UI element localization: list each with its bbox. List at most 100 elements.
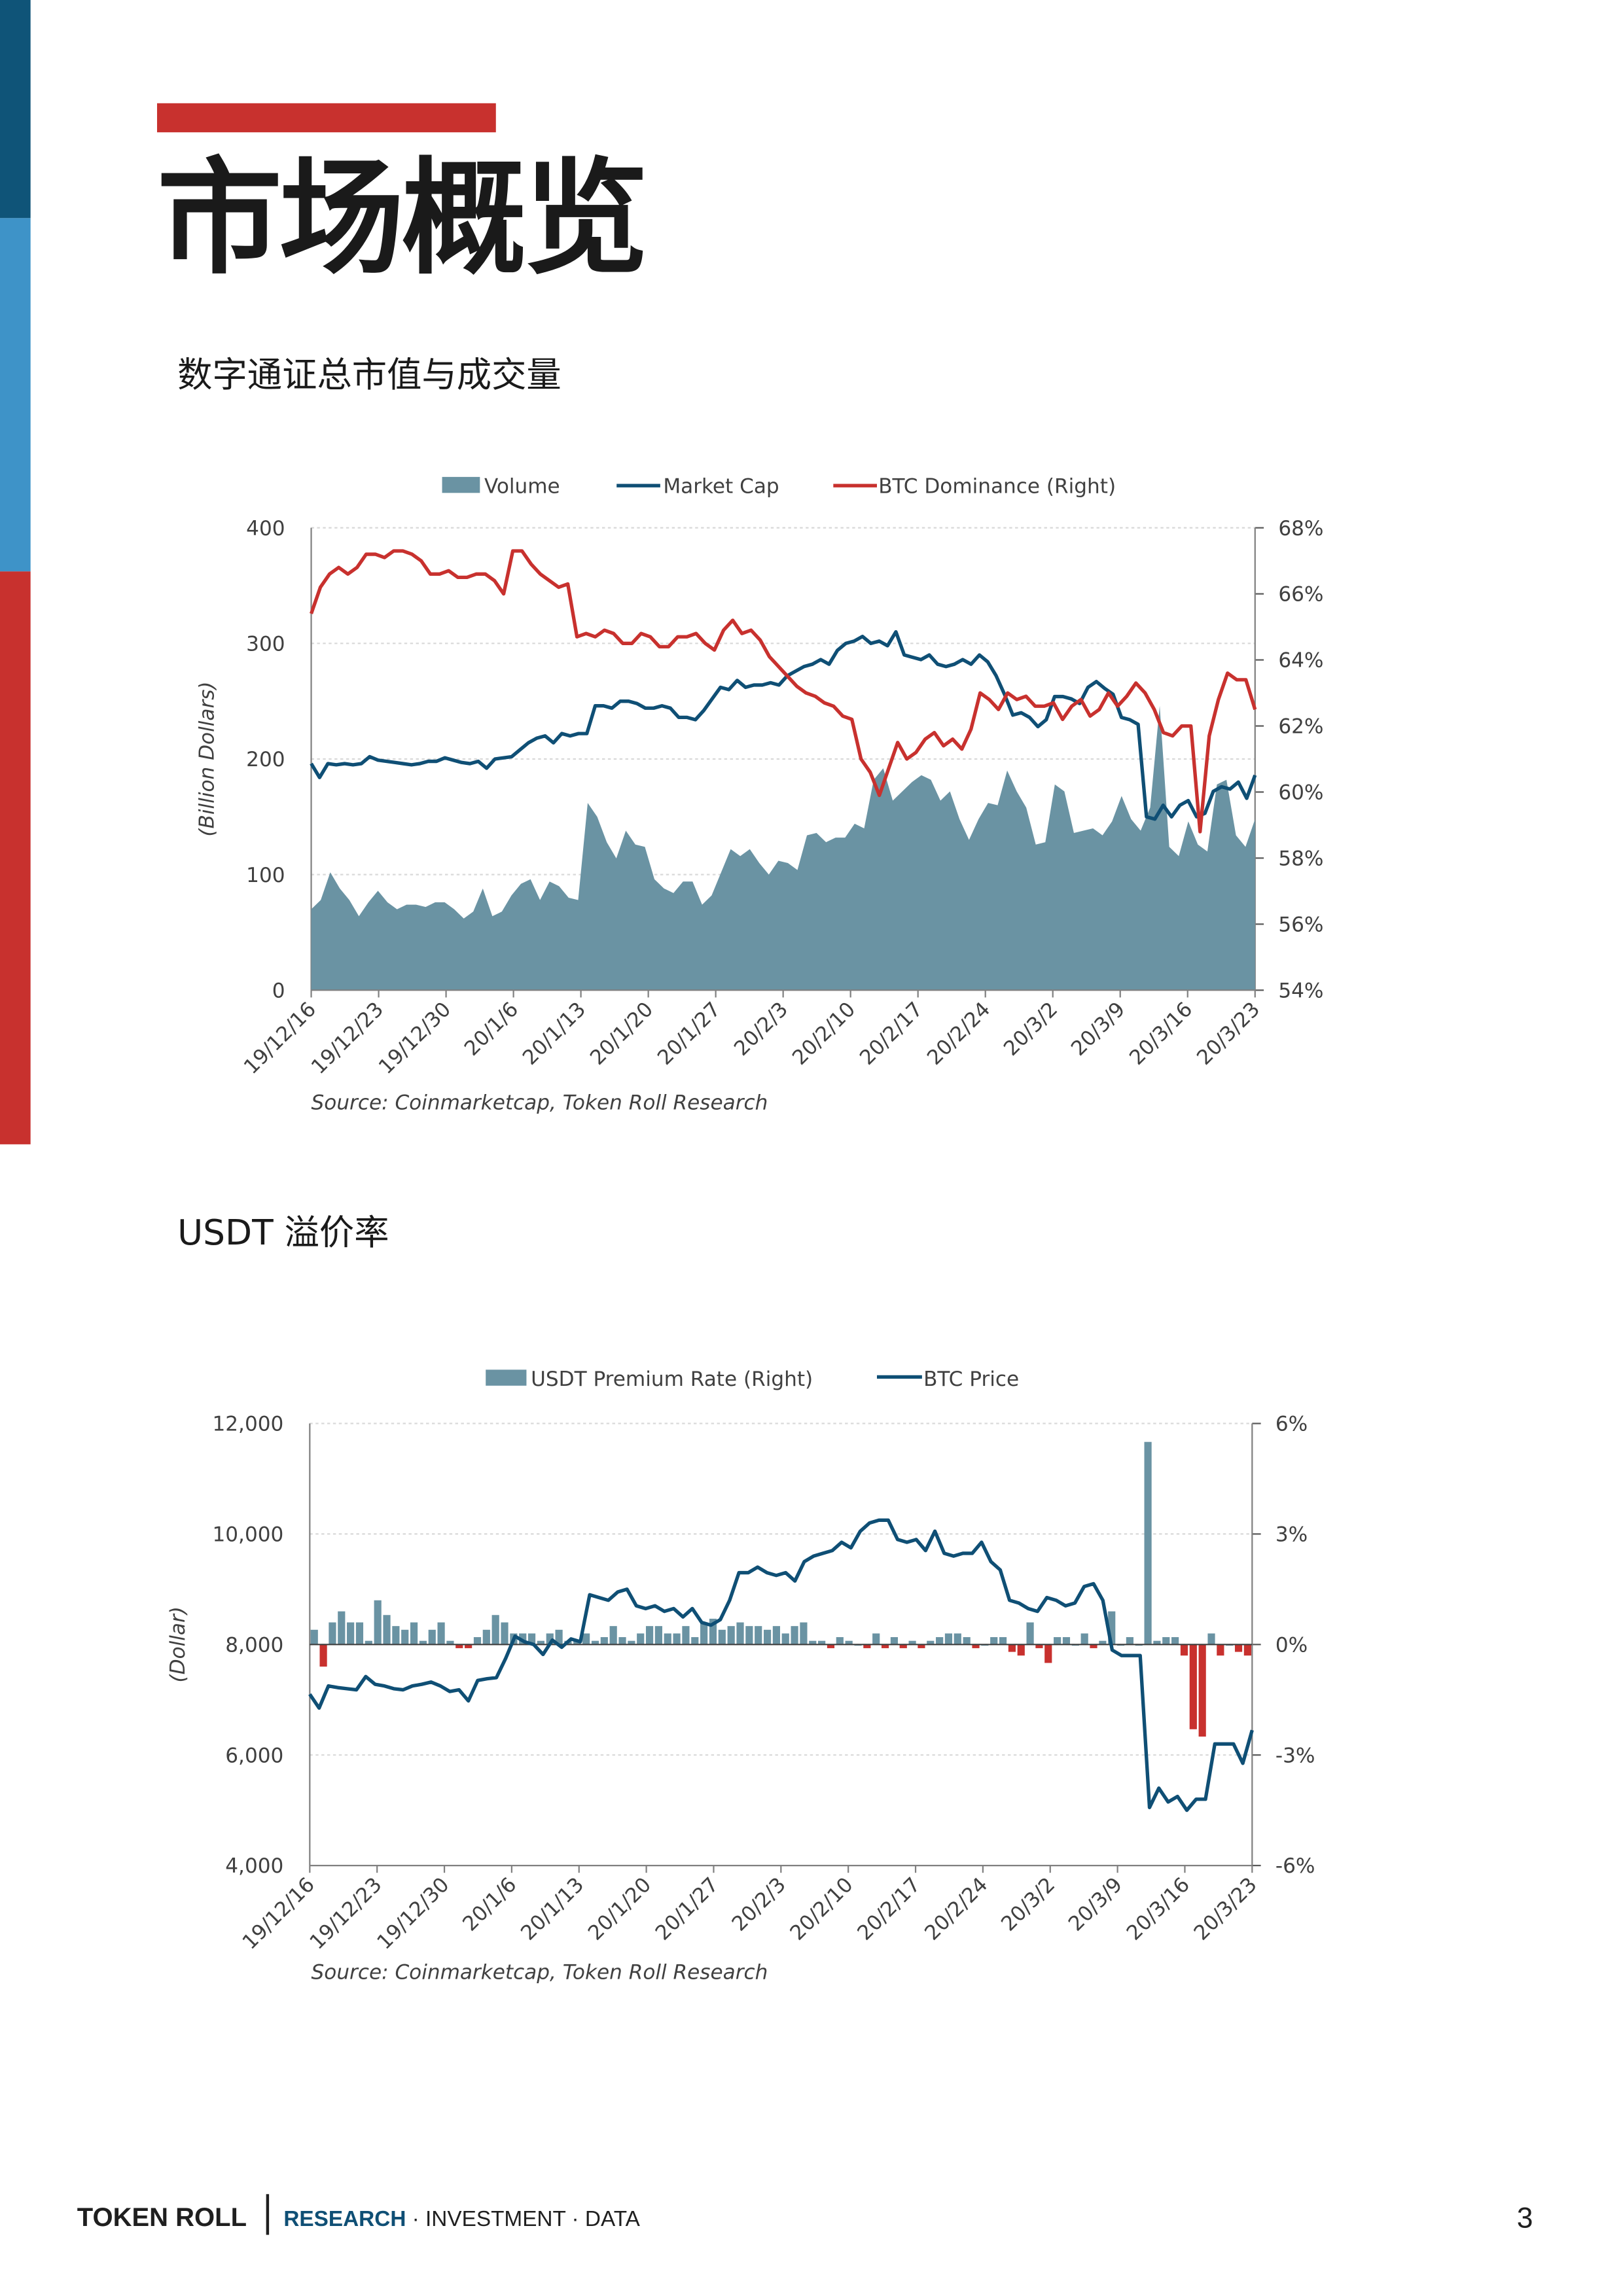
premium-bar [319, 1644, 327, 1667]
premium-bar [1044, 1644, 1052, 1663]
premium-bar [1217, 1644, 1224, 1656]
premium-bar [954, 1633, 961, 1645]
premium-bar [428, 1629, 436, 1645]
x-tick-label: 20/2/17 [855, 998, 927, 1070]
premium-bar [555, 1629, 563, 1645]
premium-bar [329, 1622, 336, 1645]
premium-bar [501, 1622, 508, 1645]
premium-bar [927, 1640, 935, 1645]
premium-bar [600, 1637, 608, 1645]
x-tick-label: 20/1/27 [653, 998, 725, 1070]
sidebar-accent-top [0, 0, 31, 219]
premium-bar [863, 1644, 871, 1648]
btc-price-line [308, 1518, 1254, 1812]
premium-bar [673, 1633, 681, 1645]
source-note: Source: Coinmarketcap, Token Roll Resear… [312, 1091, 768, 1115]
premium-bar [990, 1637, 998, 1645]
premium-bar [1162, 1637, 1170, 1645]
x-tick-label: 20/3/16 [1122, 1873, 1194, 1945]
volume-area [311, 705, 1255, 991]
x-tick-label: 20/3/23 [1190, 1873, 1262, 1945]
premium-bar [664, 1633, 671, 1645]
premium-bar [1180, 1644, 1188, 1656]
x-tick-label: 20/1/6 [460, 998, 523, 1061]
premium-bar [473, 1637, 482, 1645]
y-axis-label: (Billion Dollars) [196, 681, 219, 836]
premium-bar [1062, 1637, 1071, 1645]
y2-tick-label: 62% [1278, 715, 1323, 739]
y-tick-label: 4,000 [225, 1854, 283, 1878]
premium-bar [437, 1622, 445, 1645]
y2-tick-label: -6% [1275, 1854, 1315, 1878]
x-tick-label: 20/2/10 [785, 1873, 857, 1945]
premium-bar [881, 1644, 889, 1648]
market-cap-volume-chart: 0 100 200 300 400 54% 56% 58% 60% 62% 64% 66% 68% 19/… [196, 474, 1324, 1115]
premium-bar [718, 1629, 726, 1645]
premium-bar [745, 1626, 753, 1645]
x-tick-label: 19/12/23 [305, 1873, 386, 1954]
y2-tick-label: 66% [1278, 583, 1323, 607]
x-tick-label: 20/1/20 [584, 1873, 656, 1945]
x-tick-label: 20/1/6 [458, 1873, 521, 1935]
legend-swatch-premium [486, 1369, 527, 1386]
premium-bar [818, 1640, 826, 1645]
x-tick-label: 19/12/16 [240, 998, 321, 1079]
premium-bar [392, 1626, 400, 1645]
y-tick-label: 200 [246, 748, 285, 771]
legend-label-dominance: BTC Dominance (Right) [878, 474, 1116, 498]
premium-bar [582, 1633, 590, 1645]
premium-bar [1008, 1644, 1016, 1652]
premium-bar [709, 1618, 717, 1645]
legend-label-premium: USDT Premium Rate (Right) [531, 1368, 813, 1391]
y-tick-label: 8,000 [225, 1633, 283, 1657]
premium-bar [310, 1629, 318, 1645]
footer-divider [266, 2194, 270, 2235]
premium-bar [419, 1640, 427, 1645]
x-tick-label: 20/3/2 [997, 1873, 1060, 1935]
premium-bar [355, 1622, 364, 1645]
x-tick-label: 19/12/30 [374, 998, 455, 1079]
premium-bar [1080, 1633, 1088, 1645]
y2-tick-label: 3% [1275, 1523, 1308, 1547]
premium-bar [1207, 1633, 1215, 1645]
x-tick-label: 20/2/3 [730, 998, 793, 1061]
x-tick-label: 19/12/16 [238, 1873, 319, 1954]
y-tick-label: 300 [246, 632, 285, 656]
section-title-usdt: USDT 溢价率 [177, 1212, 389, 1254]
y-tick-label: 400 [246, 517, 285, 540]
y2-tick-label: 56% [1278, 913, 1323, 936]
premium-bar [1234, 1644, 1243, 1652]
premium-bar [999, 1637, 1007, 1645]
premium-bar [1198, 1644, 1206, 1737]
usdt-premium-chart: 4,000 6,000 8,000 10,000 12,000 -6% -3% 0% 3% 6% 1… [166, 1368, 1315, 1985]
x-tick-label: 20/2/17 [853, 1873, 925, 1945]
y-axis-label: (Dollar) [166, 1606, 190, 1682]
premium-bar [338, 1611, 346, 1645]
premium-bar [1189, 1644, 1197, 1729]
premium-bar [618, 1637, 626, 1645]
y2-tick-label: 64% [1278, 649, 1323, 673]
footer-tagline-rest: · INVESTMENT · DATA [406, 2207, 640, 2233]
y2-tick-label: -3% [1275, 1744, 1315, 1767]
premium-bar [899, 1644, 907, 1648]
page-title: 市场概览 [156, 147, 649, 292]
source-note: Source: Coinmarketcap, Token Roll Resear… [312, 1960, 768, 1984]
section-title-market: 数字通证总市值与成交量 [177, 355, 562, 396]
premium-bar [527, 1633, 536, 1645]
y-tick-label: 0 [272, 979, 285, 1002]
x-tick-label: 20/2/3 [728, 1873, 791, 1935]
premium-bar [845, 1640, 853, 1645]
sidebar-accent-bottom [0, 571, 31, 1144]
page-number: 3 [1516, 2202, 1533, 2235]
premium-bar [1126, 1637, 1133, 1645]
y2-tick-label: 6% [1275, 1413, 1308, 1436]
premium-bar [791, 1626, 798, 1645]
premium-bar [1108, 1611, 1116, 1645]
btc-dominance-line [310, 549, 1257, 834]
y2-tick-label: 60% [1278, 781, 1323, 805]
x-tick-label: 20/2/24 [920, 1873, 992, 1945]
y-tick-label: 100 [246, 864, 285, 887]
premium-bar [465, 1644, 473, 1648]
premium-bar [1153, 1640, 1161, 1645]
x-tick-label: 20/3/9 [1067, 998, 1130, 1061]
